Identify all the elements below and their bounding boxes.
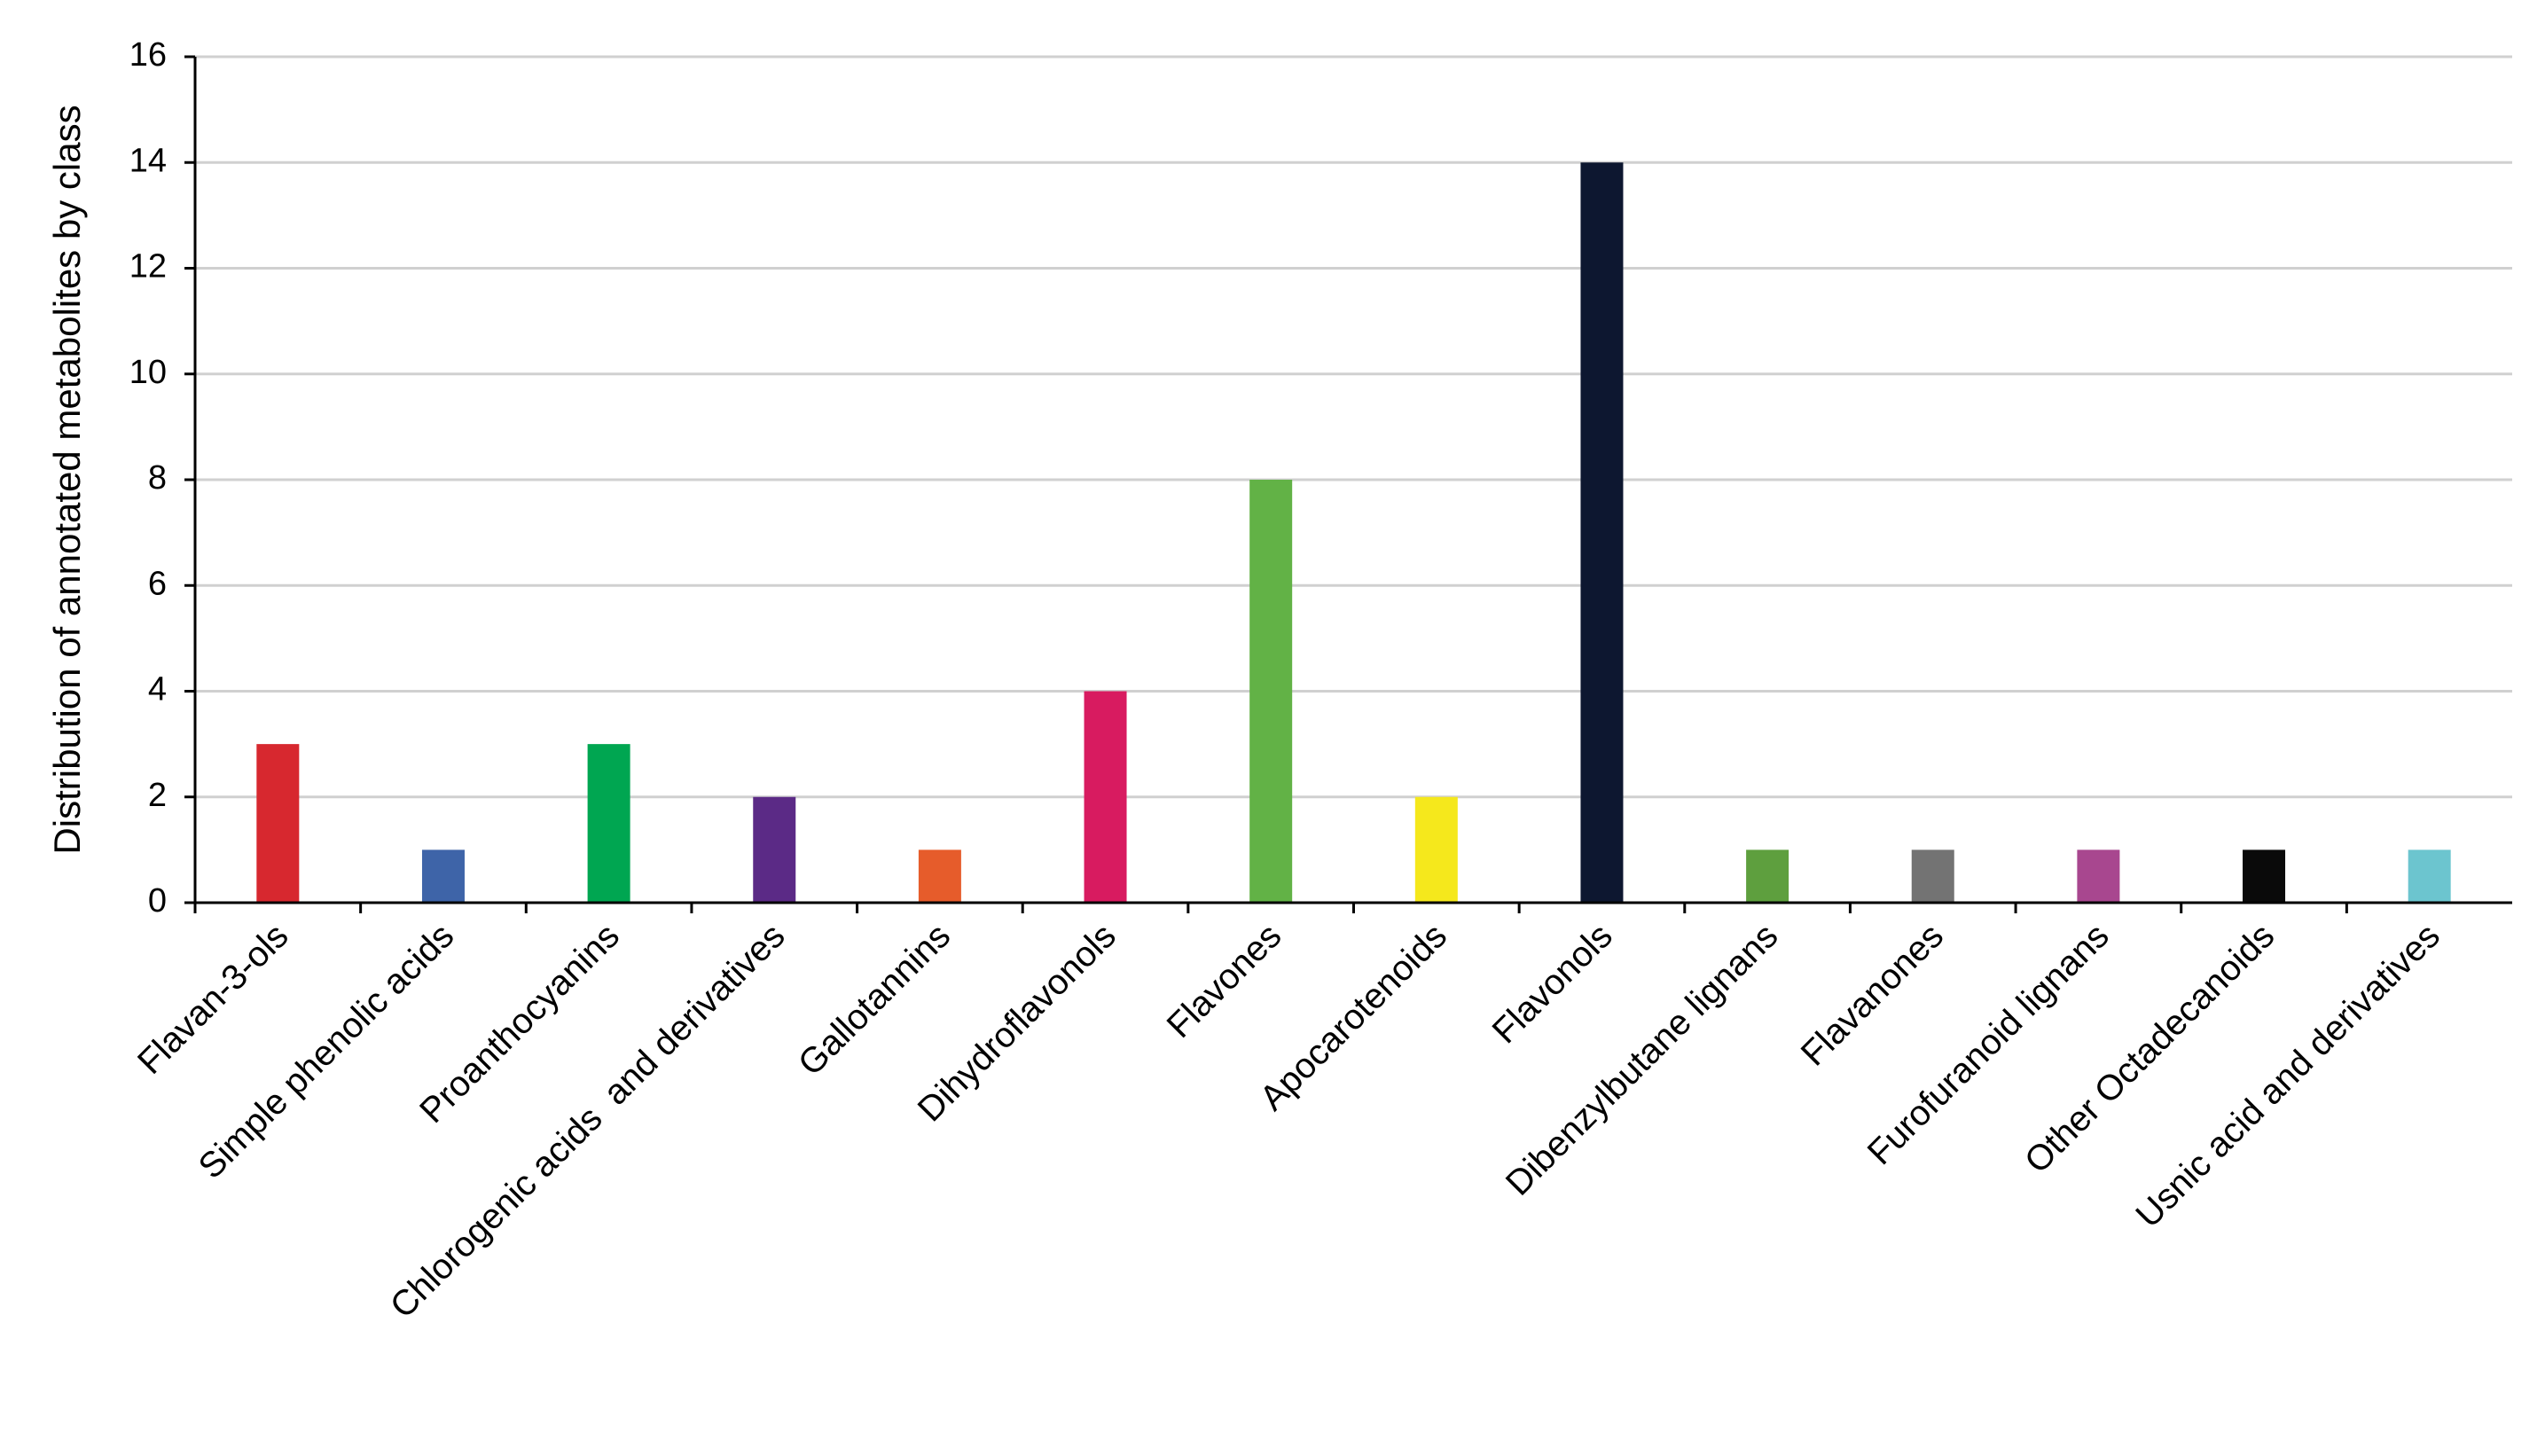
x-tick-label: Flavonols	[1485, 916, 1620, 1051]
bar	[918, 849, 961, 903]
bar	[421, 849, 465, 903]
bar	[1580, 162, 1624, 903]
bar	[1746, 849, 1789, 903]
bar	[753, 796, 796, 903]
y-tick-label: 12	[129, 248, 167, 286]
x-tick-label: Gallotannins	[791, 916, 958, 1083]
y-tick-label: 0	[148, 882, 167, 920]
bar	[2243, 849, 2286, 903]
x-tick-label: Flavones	[1160, 916, 1289, 1045]
bar	[1911, 849, 1954, 903]
x-tick-label: Flavanones	[1794, 916, 1951, 1073]
x-tick-label: Dibenzylbutane lignans	[1499, 916, 1786, 1203]
y-tick-label: 4	[148, 671, 167, 708]
y-tick-label: 2	[148, 777, 167, 814]
bar	[2077, 849, 2120, 903]
y-tick-label: 14	[129, 142, 167, 179]
x-tick-label: Flavan-3-ols	[130, 916, 296, 1082]
bar	[2408, 849, 2451, 903]
bar	[1084, 691, 1127, 903]
y-tick-label: 6	[148, 565, 167, 602]
bar	[1414, 796, 1458, 903]
y-axis-title: Distribution of annotated metabolites by…	[46, 105, 88, 854]
y-tick-label: 10	[129, 354, 167, 391]
bar	[587, 744, 630, 903]
y-tick-label: 8	[148, 459, 167, 497]
x-tick-label: Usnic acid and derivatives	[2128, 916, 2447, 1235]
bar	[256, 744, 300, 903]
y-tick-label: 16	[129, 36, 167, 74]
bar	[1249, 480, 1293, 903]
